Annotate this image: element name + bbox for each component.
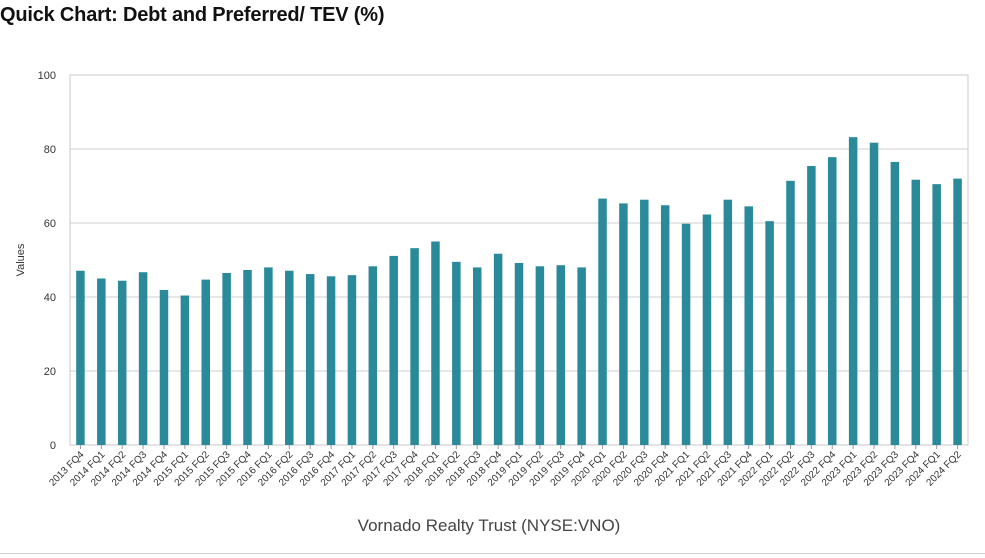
bar-2023-fq3 [890, 161, 900, 445]
bar-2014-fq3 [138, 272, 148, 445]
bar-2019-fq2 [535, 266, 545, 445]
bar-2016-fq4 [326, 276, 336, 445]
bar-series [76, 137, 962, 445]
y-tick-label: 80 [44, 144, 56, 156]
y-tick-label: 100 [38, 70, 56, 82]
bar-2019-fq4 [577, 267, 586, 445]
bar-2019-fq3 [556, 265, 566, 445]
bar-2021-fq4 [744, 206, 753, 445]
x-axis-label: Vornado Realty Trust (NYSE:VNO) [358, 516, 621, 535]
bar-2020-fq2 [619, 203, 628, 445]
bar-2024-fq1 [932, 184, 941, 445]
bar-2018-fq4 [493, 253, 503, 445]
y-tick-label: 60 [44, 218, 56, 230]
bar-2021-fq3 [723, 199, 733, 445]
bar-2016-fq1 [264, 267, 273, 445]
bar-2015-fq1 [180, 295, 190, 445]
bar-2015-fq3 [222, 272, 231, 445]
bar-2018-fq3 [472, 267, 482, 445]
bar-2022-fq3 [807, 166, 816, 445]
y-axis-tick-labels: 0 20 40 60 80 100 [38, 70, 56, 452]
bar-2014-fq1 [97, 278, 106, 445]
bar-2016-fq2 [285, 270, 294, 445]
bar-2022-fq4 [828, 157, 837, 445]
y-axis-label: Values [15, 243, 27, 276]
bar-2020-fq3 [640, 199, 649, 445]
y-tick-label: 0 [50, 440, 56, 452]
bar-2021-fq1 [681, 223, 691, 445]
bar-2022-fq1 [765, 221, 774, 445]
y-tick-label: 40 [44, 292, 56, 304]
bottom-divider [0, 553, 985, 554]
bar-2015-fq2 [201, 279, 210, 445]
bar-2014-fq2 [117, 280, 127, 445]
bar-2016-fq3 [305, 274, 315, 445]
bar-2020-fq4 [660, 205, 670, 445]
bar-2020-fq1 [598, 198, 607, 445]
bar-2017-fq2 [368, 266, 378, 445]
y-tick-label: 20 [44, 366, 56, 378]
bar-2013-fq4 [76, 270, 85, 445]
bar-2017-fq4 [410, 248, 419, 445]
bar-2023-fq1 [848, 137, 858, 445]
bar-2018-fq1 [431, 241, 440, 445]
bar-2018-fq2 [452, 261, 461, 445]
bar-2015-fq4 [243, 269, 252, 445]
bar-2023-fq2 [869, 142, 879, 445]
bar-2022-fq2 [786, 180, 795, 445]
bar-2024-fq2 [953, 178, 962, 445]
bar-2021-fq2 [702, 214, 712, 445]
bar-2023-fq4 [911, 179, 921, 445]
bar-2017-fq3 [389, 255, 398, 445]
bar-2017-fq1 [347, 275, 357, 445]
page-title: Quick Chart: Debt and Preferred/ TEV (%) [0, 4, 385, 26]
bar-2019-fq1 [514, 262, 524, 445]
bar-2014-fq4 [159, 289, 169, 445]
